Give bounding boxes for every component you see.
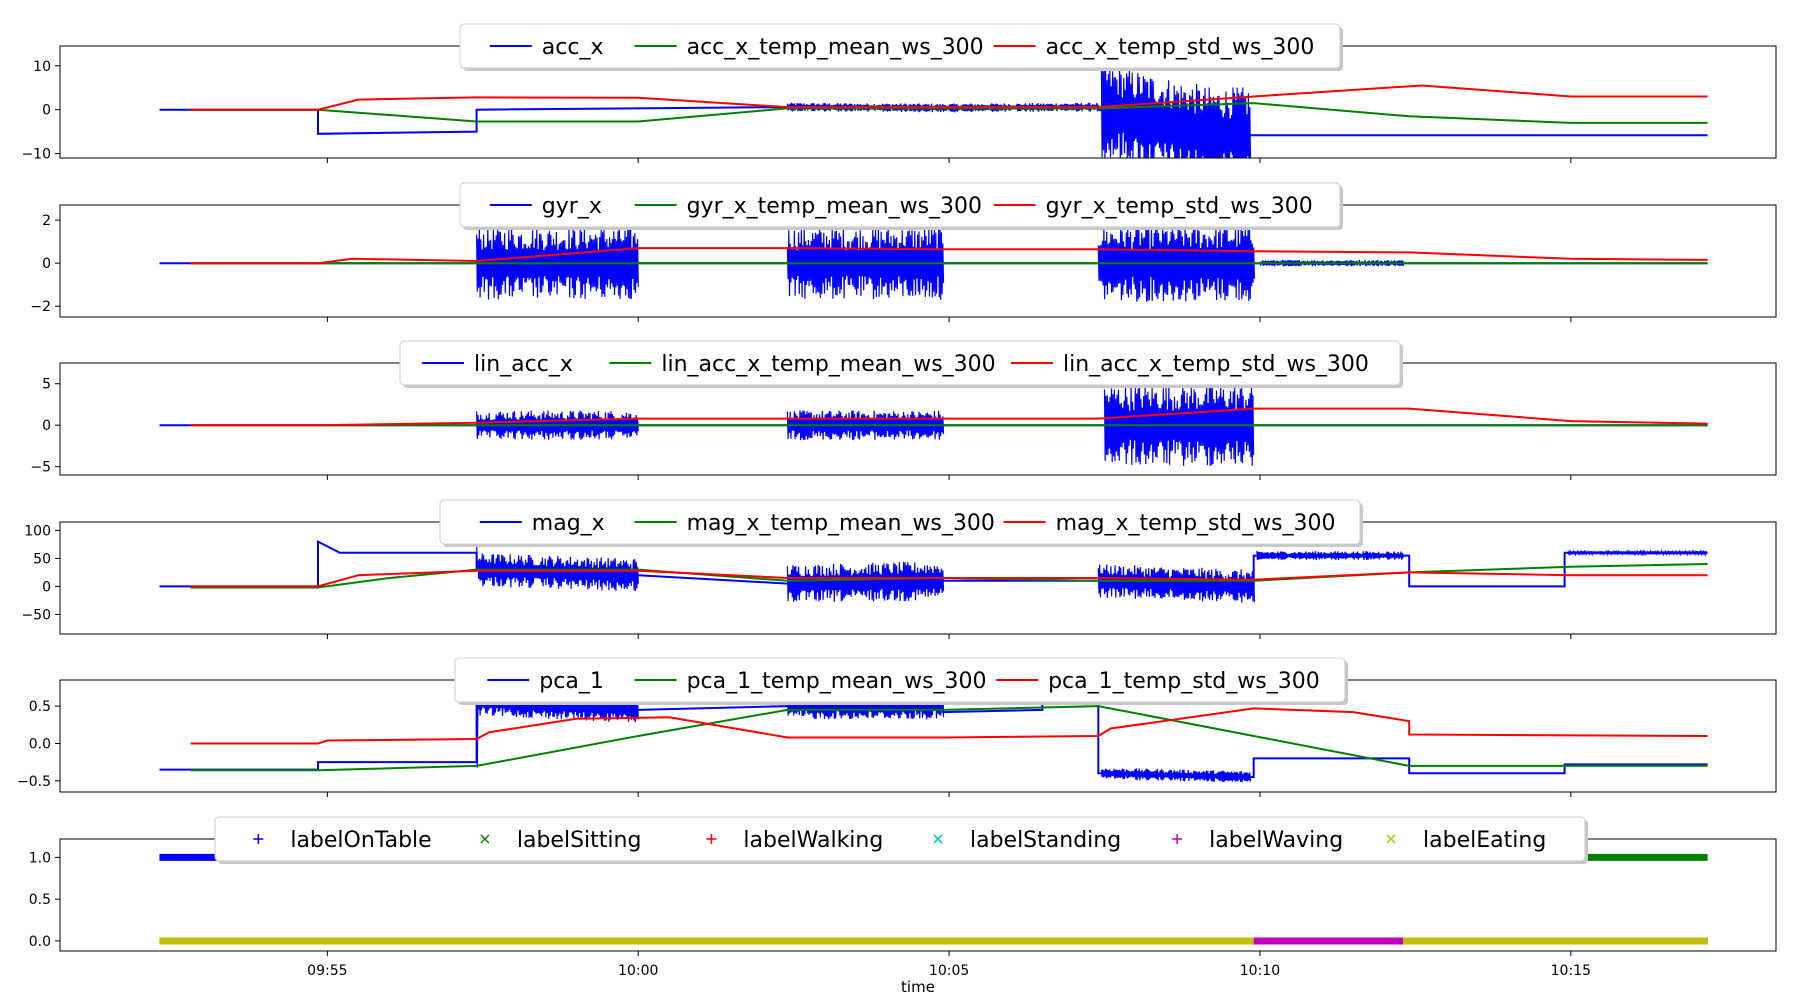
y-tick-label: −2 — [30, 299, 51, 315]
legend-label: gyr_x — [542, 194, 602, 219]
legend-label: mag_x — [532, 511, 605, 536]
legend: acc_x acc_x_temp_mean_ws_300 acc_x_temp_st… — [459, 23, 1343, 71]
series-noise-mag_x — [1097, 564, 1255, 603]
legend-label: lin_acc_x — [474, 352, 573, 377]
x-axis-label: time — [901, 978, 935, 996]
series-line-mag_x_temp_std_ws_300 — [190, 569, 1708, 588]
x-tick-label: 09:55 — [307, 963, 347, 979]
y-tick-label: 100 — [24, 523, 51, 539]
subplot-2: 2 0 −2 gyr_x gyr_x_temp_mean_ws_300 gyr_x_tem… — [30, 182, 1777, 322]
series-noise-pca_1 — [1100, 768, 1252, 783]
legend-box — [459, 23, 1341, 69]
series-noise-mag_x — [476, 542, 639, 592]
y-tick-label: −0.5 — [17, 774, 51, 790]
plot-area — [159, 62, 1708, 158]
legend: mag_x mag_x_temp_mean_ws_300 mag_x_temp_st… — [439, 499, 1363, 547]
legend-label: pca_1_temp_std_ws_300 — [1048, 669, 1320, 694]
legend: pca_1 pca_1_temp_mean_ws_300 pca_1_temp_st… — [454, 657, 1348, 705]
y-tick-label: 2 — [42, 213, 51, 229]
y-tick-label: 0.0 — [29, 934, 51, 950]
legend-label: mag_x_temp_std_ws_300 — [1056, 511, 1336, 536]
legend-label: pca_1_temp_mean_ws_300 — [687, 669, 987, 694]
series-noise-mag_x — [1567, 548, 1708, 557]
legend-box — [439, 499, 1361, 545]
legend-box — [459, 182, 1341, 228]
legend-label: lin_acc_x_temp_std_ws_300 — [1063, 352, 1369, 377]
y-tick-label: 0 — [42, 256, 51, 272]
x-tick-label: 10:15 — [1551, 963, 1591, 979]
legend: gyr_x gyr_x_temp_mean_ws_300 gyr_x_temp_st… — [459, 182, 1343, 230]
y-tick-label: −5 — [30, 460, 51, 476]
y-tick-label: −50 — [21, 607, 51, 623]
series-line-gyr_x_temp_std_ws_300 — [190, 247, 1708, 265]
y-tick-label: 0 — [42, 579, 51, 595]
legend-label: acc_x_temp_mean_ws_300 — [687, 35, 984, 60]
plot-area — [159, 853, 1708, 945]
legend: lin_acc_x lin_acc_x_temp_mean_ws_300 lin_a… — [399, 340, 1403, 388]
legend-label: gyr_x_temp_std_ws_300 — [1046, 194, 1313, 219]
subplot-1: 10 0 −10 acc_x acc_x_temp_mean_ws_300 acc_x_t… — [21, 23, 1777, 163]
subplot-6: 1.0 0.5 0.0 09:55 10:00 10:05 10:10 10:15 labelO… — [29, 816, 1777, 979]
y-tick-label: −10 — [21, 147, 51, 163]
legend-box — [399, 340, 1401, 386]
x-tick-label: 10:10 — [1240, 963, 1280, 979]
x-tick-label: 10:00 — [618, 963, 658, 979]
y-tick-label: 0.5 — [29, 699, 51, 715]
series-noise-gyr_x — [786, 226, 945, 300]
y-tick-label: 50 — [33, 551, 51, 567]
series-line-pca_1_temp_mean_ws_300 — [190, 705, 1708, 772]
series-line-mag_x_temp_mean_ws_300 — [190, 563, 1708, 589]
series-line-pca_1_temp_std_ws_300 — [190, 707, 1708, 745]
series-noise-acc_x — [1100, 62, 1252, 158]
legend-label: labelWaving — [1209, 828, 1343, 853]
y-tick-label: 1.0 — [29, 850, 51, 866]
series-line-lin_acc_x_temp_std_ws_300 — [190, 407, 1708, 427]
legend-label: labelSitting — [517, 828, 642, 853]
legend-label: acc_x — [542, 35, 604, 60]
series-line-acc_x — [159, 106, 1708, 137]
series-noise-mag_x — [786, 561, 945, 602]
legend-label: acc_x_temp_std_ws_300 — [1046, 35, 1315, 60]
legend-label: gyr_x_temp_mean_ws_300 — [687, 194, 982, 219]
legend-label: labelEating — [1423, 828, 1546, 853]
legend-label: labelStanding — [970, 828, 1121, 853]
y-tick-label: 5 — [42, 377, 51, 393]
x-tick-label: 10:05 — [929, 963, 969, 979]
legend-box — [214, 816, 1586, 862]
legend: labelOnTable labelSitting labelWalking labe… — [214, 816, 1588, 864]
y-tick-label: 0.0 — [29, 736, 51, 752]
legend-label: lin_acc_x_temp_mean_ws_300 — [661, 352, 995, 377]
legend-label: labelOnTable — [290, 828, 431, 853]
plot-area — [159, 224, 1708, 302]
series-line-acc_x_temp_mean_ws_300 — [190, 102, 1708, 124]
y-tick-label: 10 — [33, 59, 51, 75]
series-line-acc_x_temp_std_ws_300 — [190, 84, 1708, 111]
y-tick-label: 0.5 — [29, 892, 51, 908]
plot-area — [159, 539, 1708, 603]
y-tick-label: 0 — [42, 103, 51, 119]
legend-box — [454, 657, 1346, 703]
plot-area — [159, 384, 1708, 466]
y-tick-label: 0 — [42, 418, 51, 434]
legend-label: mag_x_temp_mean_ws_300 — [687, 511, 995, 536]
legend-label: labelWalking — [743, 828, 883, 853]
series-noise-mag_x — [1256, 551, 1404, 561]
legend-label: pca_1 — [539, 669, 604, 694]
